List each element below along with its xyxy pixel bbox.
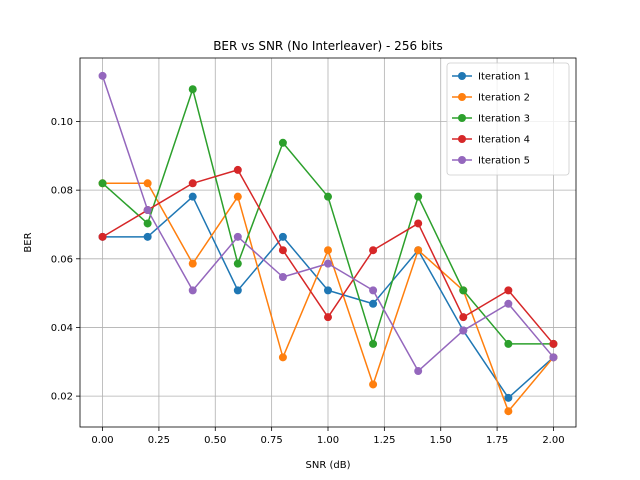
data-point — [459, 326, 468, 335]
data-point — [324, 246, 332, 255]
x-tick-label: 2.00 — [542, 435, 564, 446]
data-point — [98, 71, 107, 80]
data-point — [278, 353, 287, 362]
y-axis-label: BER — [23, 232, 34, 252]
x-tick-label: 0.25 — [148, 435, 170, 446]
legend-marker — [458, 72, 466, 80]
legend-entry: Iteration 1 — [452, 72, 530, 83]
data-point — [98, 179, 107, 188]
data-point — [369, 246, 378, 255]
data-point — [459, 313, 468, 322]
axis-ticks: 0.00 0.25 0.50 0.75 1.00 1.25 1.50 1.75 2.00 0.02… — [51, 117, 565, 446]
series-iteration-4 — [98, 165, 558, 348]
legend-marker — [458, 156, 466, 164]
x-tick-label: 0.50 — [204, 435, 226, 446]
legend-label: Iteration 5 — [478, 156, 530, 167]
data-point — [188, 286, 197, 295]
data-point — [414, 246, 423, 255]
data-point — [324, 259, 332, 268]
data-point — [369, 339, 378, 348]
data-point — [143, 219, 152, 228]
x-tick-label: 1.50 — [430, 435, 452, 446]
series-iteration-5 — [98, 71, 558, 376]
x-axis-label: SNR (dB) — [306, 460, 351, 471]
data-point — [414, 192, 423, 201]
data-point — [233, 286, 242, 295]
data-point — [188, 85, 197, 94]
x-tick-label: 1.25 — [373, 435, 395, 446]
data-point — [459, 286, 468, 295]
x-tick-label: 0.75 — [261, 435, 283, 446]
legend-marker — [458, 114, 466, 122]
data-point — [143, 232, 152, 241]
legend-entry: Iteration 2 — [452, 93, 530, 104]
data-point — [233, 165, 242, 174]
data-point — [278, 273, 287, 281]
x-tick-label: 0.00 — [91, 435, 113, 446]
data-point — [233, 232, 242, 241]
data-point — [504, 339, 513, 348]
data-point — [188, 259, 197, 268]
data-point — [233, 259, 242, 268]
series-layer — [98, 71, 558, 416]
data-point — [369, 380, 378, 389]
data-point — [188, 179, 197, 188]
legend-marker — [458, 93, 466, 101]
data-point — [504, 407, 513, 416]
y-tick-label: 0.02 — [51, 392, 73, 403]
y-tick-label: 0.10 — [51, 117, 73, 128]
data-point — [143, 179, 152, 188]
data-point — [324, 286, 332, 295]
legend-entry: Iteration 5 — [452, 156, 530, 167]
data-point — [414, 367, 423, 376]
legend: Iteration 1 Iteration 2 Iteration 3 Iterati… — [446, 62, 570, 176]
data-point — [504, 286, 513, 295]
y-tick-label: 0.08 — [51, 186, 73, 197]
data-point — [549, 339, 558, 348]
data-point — [504, 393, 513, 402]
data-point — [278, 138, 287, 147]
legend-box — [446, 62, 570, 176]
data-point — [414, 219, 423, 228]
data-point — [278, 246, 287, 255]
data-point — [324, 313, 332, 322]
data-point — [324, 192, 332, 201]
x-tick-label: 1.75 — [486, 435, 508, 446]
legend-label: Iteration 1 — [478, 72, 530, 83]
data-point — [278, 232, 287, 241]
data-point — [504, 299, 513, 308]
legend-label: Iteration 4 — [478, 135, 530, 146]
data-point — [143, 206, 152, 215]
y-tick-label: 0.04 — [51, 323, 73, 334]
legend-entry: Iteration 3 — [452, 114, 530, 125]
data-point — [369, 299, 378, 308]
data-point — [98, 232, 107, 241]
y-tick-label: 0.06 — [51, 254, 73, 265]
legend-label: Iteration 3 — [478, 114, 530, 125]
data-point — [233, 192, 242, 201]
data-point — [188, 192, 197, 201]
data-point — [369, 286, 378, 295]
x-tick-label: 1.00 — [317, 435, 339, 446]
legend-label: Iteration 2 — [478, 93, 530, 104]
data-point — [549, 353, 558, 362]
chart-title: BER vs SNR (No Interleaver) - 256 bits — [213, 39, 443, 53]
legend-marker — [458, 135, 466, 143]
legend-entry: Iteration 4 — [452, 135, 530, 146]
